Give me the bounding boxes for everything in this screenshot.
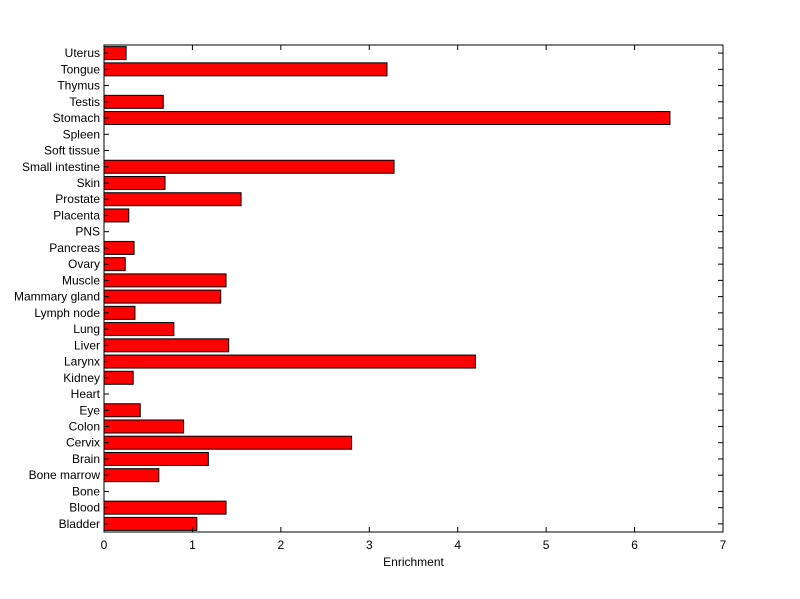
- y-tick-label: Muscle: [62, 273, 100, 287]
- bars: [103, 46, 671, 531]
- y-tick-label: Uterus: [65, 46, 100, 60]
- y-tick-label: Kidney: [63, 371, 100, 385]
- y-tick-label: Prostate: [55, 192, 100, 206]
- bar-larynx: [103, 354, 476, 369]
- y-tick-label: Spleen: [63, 127, 100, 141]
- bar-tongue: [103, 62, 388, 77]
- x-tick-label: 0: [101, 538, 108, 552]
- y-tick-label: Thymus: [57, 79, 100, 93]
- axis-ticks: [103, 45, 724, 532]
- y-tick-label: Lung: [73, 322, 100, 336]
- y-tick-label: Liver: [74, 338, 100, 352]
- x-tick-label: 2: [278, 538, 285, 552]
- x-tick-label: 6: [631, 538, 638, 552]
- y-tick-label: Skin: [77, 176, 100, 190]
- y-tick-label: Blood: [69, 501, 100, 515]
- bar-eye: [103, 403, 141, 418]
- y-tick-label: Testis: [69, 95, 100, 109]
- y-tick-label: Stomach: [53, 111, 100, 125]
- y-tick-label: Ovary: [68, 257, 100, 271]
- y-tick-label: Colon: [69, 419, 100, 433]
- bar-colon: [103, 419, 185, 434]
- bar-blood: [103, 500, 227, 515]
- x-tick-label: 3: [366, 538, 373, 552]
- tick-labels: Uterus Tongue Thymus Testis Stomach Spleen Sof…: [14, 46, 727, 552]
- y-tick-label: Bladder: [59, 517, 100, 531]
- y-tick-label: Lymph node: [34, 306, 100, 320]
- bar-muscle: [103, 273, 227, 288]
- bar-lung: [103, 322, 175, 337]
- y-tick-label: Placenta: [53, 208, 100, 222]
- bar-brain: [103, 451, 209, 466]
- y-tick-label: Soft tissue: [44, 144, 100, 158]
- x-axis-label: Enrichment: [383, 555, 444, 569]
- y-tick-label: PNS: [75, 225, 100, 239]
- bar-skin: [103, 175, 166, 190]
- y-tick-label: Small intestine: [22, 160, 100, 174]
- bar-bladder: [103, 516, 198, 531]
- bar-prostate: [103, 192, 242, 207]
- y-tick-label: Pancreas: [49, 241, 100, 255]
- y-tick-label: Eye: [79, 403, 100, 417]
- bar-mammary-gland: [103, 289, 222, 304]
- y-tick-label: Bone marrow: [29, 468, 101, 482]
- x-tick-label: 7: [720, 538, 727, 552]
- bar-cervix: [103, 435, 353, 450]
- bar-testis: [103, 94, 164, 109]
- y-tick-label: Bone: [72, 484, 100, 498]
- bar-stomach: [103, 111, 671, 126]
- bar-small-intestine: [103, 159, 395, 174]
- y-tick-label: Mammary gland: [14, 290, 100, 304]
- axes-frame: [103, 44, 724, 533]
- bar-liver: [103, 338, 230, 353]
- x-tick-label: 1: [189, 538, 196, 552]
- x-tick-label: 4: [454, 538, 461, 552]
- y-tick-label: Tongue: [61, 62, 101, 76]
- y-tick-label: Heart: [71, 387, 101, 401]
- x-tick-label: 5: [543, 538, 550, 552]
- y-tick-label: Brain: [72, 452, 100, 466]
- bar-bone-marrow: [103, 468, 160, 483]
- y-tick-label: Larynx: [64, 355, 100, 369]
- y-tick-label: Cervix: [66, 436, 100, 450]
